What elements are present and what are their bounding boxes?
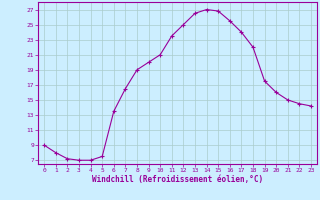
X-axis label: Windchill (Refroidissement éolien,°C): Windchill (Refroidissement éolien,°C): [92, 175, 263, 184]
